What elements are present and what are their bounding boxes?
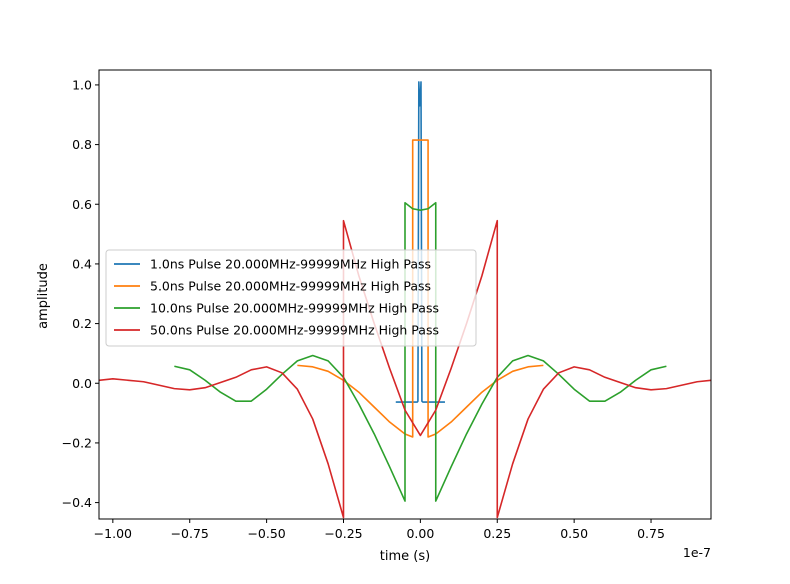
series-line-3 bbox=[174, 201, 667, 502]
y-tick-label: −0.2 bbox=[62, 435, 92, 450]
x-tick-label: 0.50 bbox=[560, 526, 588, 541]
x-tick-label: −0.75 bbox=[171, 526, 209, 541]
y-tick-label: 0.4 bbox=[72, 256, 92, 271]
x-tick-label: −1.00 bbox=[94, 526, 132, 541]
legend: 1.0ns Pulse 20.000MHz-99999MHz High Pass… bbox=[105, 249, 477, 347]
y-axis-label: amplitude bbox=[36, 263, 51, 329]
y-tick-label: 0.6 bbox=[72, 197, 92, 212]
legend-label: 1.0ns Pulse 20.000MHz-99999MHz High Pass bbox=[150, 257, 431, 272]
plot-lines bbox=[99, 81, 711, 519]
x-axis-label: time (s) bbox=[380, 549, 430, 564]
x-tick-label: 0.00 bbox=[406, 526, 434, 541]
x-tick-label: 0.75 bbox=[637, 526, 665, 541]
y-tick-label: 0.0 bbox=[72, 376, 92, 391]
legend-label: 5.0ns Pulse 20.000MHz-99999MHz High Pass bbox=[150, 279, 431, 294]
x-tick-label: −0.25 bbox=[324, 526, 362, 541]
series-line-2 bbox=[297, 139, 544, 438]
y-axis: −0.4 −0.2 0.0 0.2 0.4 0.6 0.8 1.0 bbox=[62, 77, 99, 510]
y-tick-label: 0.8 bbox=[72, 137, 92, 152]
series-line-4 bbox=[99, 219, 711, 519]
legend-label: 50.0ns Pulse 20.000MHz-99999MHz High Pas… bbox=[150, 323, 439, 338]
x-offset-label: 1e-7 bbox=[683, 545, 711, 560]
legend-box bbox=[105, 249, 477, 347]
y-tick-label: 0.2 bbox=[72, 316, 92, 331]
x-axis: −1.00 −0.75 −0.50 −0.25 0.00 0.25 0.50 0.75 bbox=[94, 519, 665, 541]
series-line-1 bbox=[395, 81, 445, 403]
legend-label: 10.0ns Pulse 20.000MHz-99999MHz High Pas… bbox=[150, 301, 439, 316]
x-tick-label: −0.50 bbox=[247, 526, 285, 541]
x-tick-label: 0.25 bbox=[483, 526, 511, 541]
y-tick-label: −0.4 bbox=[62, 495, 92, 510]
y-tick-label: 1.0 bbox=[72, 77, 92, 92]
plot-frame bbox=[98, 69, 712, 520]
